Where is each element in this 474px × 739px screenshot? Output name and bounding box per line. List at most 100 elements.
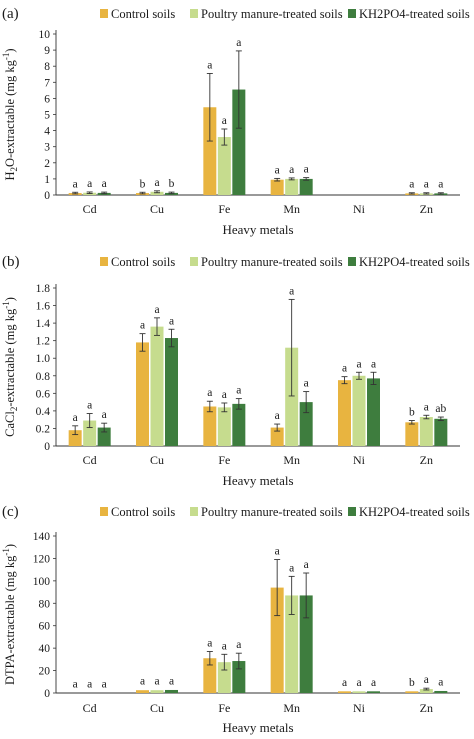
chart-c-sig-letter-cu-3: a [169,675,174,687]
chart-b-sig-letter-fe-3: a [236,385,241,397]
chart-b-legend-entry-3: KH2PO4-treated soils [359,255,470,269]
chart-a-ytick-label-2: 2 [44,158,50,170]
chart-b-sig-letter-mn-2: a [289,285,294,297]
chart-c-sig-letter-zn-3: a [438,677,443,689]
chart-b-bar-fe-1 [203,406,217,446]
chart-b-ytick-label-5: 1.0 [36,353,51,365]
chart-b-ytick-label-0: 0 [44,441,50,453]
chart-b-sig-letter-cu-2: a [154,304,159,316]
chart-a-sig-letter-mn-3: a [304,164,309,176]
chart-c-sig-letter-cu-1: a [140,676,145,688]
chart-c-ytick-label-6: 120 [33,553,51,565]
chart-a-bar-mn-3 [299,178,313,195]
chart-a-bar-cu-2 [150,191,164,195]
chart-b-bar-zn-1 [405,422,419,446]
chart-c-sig-letter-zn-1: b [409,677,415,689]
chart-b-sig-letter-cu-3: a [169,315,174,327]
chart-b-bar-mn-2 [285,347,299,446]
chart-a-bar-fe-2 [217,137,231,195]
chart-c-bar-mn-1 [270,587,284,693]
chart-a-sig-letter-mn-1: a [275,164,280,176]
chart-a-sig-letter-cd-1: a [73,178,78,190]
chart-c-legend-entry-2: Poultry manure-treated soils [201,505,343,519]
chart-c-x-axis-label: Heavy metals [222,720,293,735]
chart-c-bar-zn-3 [434,690,448,693]
chart-panel-b: (b) Control soils Poultry manure-treated s… [0,246,474,492]
chart-c-ytick-label-3: 60 [39,621,51,633]
chart-b-bar-ni-1 [338,380,351,446]
chart-c-sig-letter-ni-2: a [356,677,361,689]
chart-b-ytick-label-6: 1.2 [36,336,51,348]
chart-b-bar-cu-1 [136,342,149,446]
chart-a-category-label-ni: Ni [353,202,366,216]
chart-a-category-label-mn: Mn [283,202,300,216]
chart-b-bar-cd-1 [68,430,82,446]
chart-a-sig-letter-fe-1: a [207,59,212,71]
chart-b-sig-letter-ni-2: a [356,358,361,370]
chart-a-sig-letter-mn-2: a [289,164,294,176]
chart-a-ytick-label-0: 0 [44,190,50,202]
chart-b-legend-entry-2: Poultry manure-treated soils [201,255,343,269]
chart-a-svg: (a) Control soils Poultry manure-treated s… [1,6,470,237]
chart-c-svg: (c) Control soils Poultry manure-treated s… [1,504,470,735]
chart-a-ytick-label-6: 6 [44,93,50,105]
chart-c-sig-letter-cu-2: a [154,676,159,688]
chart-c-category-label-zn: Zn [420,701,433,715]
chart-b-svg: (b) Control soils Poultry manure-treated s… [1,254,470,488]
chart-c-category-label-cd: Cd [83,701,97,715]
chart-c-legend-swatch-1 [100,507,108,516]
chart-c-sig-letter-mn-3: a [304,559,309,571]
chart-c-sig-letter-fe-2: a [222,640,227,652]
chart-c-bar-zn-2 [419,689,433,693]
chart-b-x-axis-label: Heavy metals [222,473,293,488]
chart-b-sig-letter-fe-2: a [222,389,227,401]
chart-b-bar-cu-3 [165,338,178,446]
chart-b-sig-letter-ni-3: a [371,358,376,370]
chart-c-bar-ni-3 [367,691,380,693]
chart-c-sig-letter-zn-2: a [424,674,429,686]
chart-b-sig-letter-cd-1: a [73,412,78,424]
chart-b-category-label-ni: Ni [353,453,366,467]
chart-b-sig-letter-zn-2: a [424,401,429,413]
chart-c-bar-zn-1 [405,691,419,693]
chart-c-category-label-cu: Cu [150,701,164,715]
chart-c-category-label-fe: Fe [218,701,230,715]
chart-a-category-label-fe: Fe [218,202,230,216]
chart-b-sig-letter-zn-1: b [409,407,415,419]
chart-c-sig-letter-cd-2: a [87,679,92,691]
chart-c-panel-label: (c) [2,504,19,520]
chart-c-bar-fe-3 [232,661,246,693]
chart-b-bar-cu-2 [150,326,164,446]
chart-a-ytick-label-9: 9 [44,45,50,57]
chart-c-ytick-label-0: 0 [44,688,50,700]
chart-c-sig-letter-fe-3: a [236,639,241,651]
chart-a-category-label-zn: Zn [420,202,433,216]
chart-a-ytick-label-3: 3 [44,142,50,154]
chart-a-ytick-label-1: 1 [44,174,50,186]
chart-panel-a: (a) Control soils Poultry manure-treated s… [0,0,474,242]
chart-b-bar-zn-2 [419,417,433,446]
chart-b-legend-swatch-3 [348,257,356,266]
chart-c-sig-letter-mn-1: a [275,546,280,558]
chart-a-panel-label: (a) [2,6,19,22]
chart-panel-c: (c) Control soils Poultry manure-treated s… [0,494,474,739]
chart-c-sig-letter-ni-3: a [371,677,376,689]
chart-b-ytick-label-7: 1.4 [36,318,51,330]
chart-a-sig-letter-cu-1: b [140,178,146,190]
chart-b-ytick-label-4: 0.8 [36,371,51,383]
chart-b-bar-cd-2 [83,420,97,446]
chart-c-legend-swatch-2 [190,507,198,516]
chart-b-ytick-label-1: 0.2 [36,423,51,435]
chart-b-y-axis-label: CaCl2-extractable (mg kg-1) [1,297,19,437]
chart-b-bar-fe-3 [232,403,246,446]
chart-c-bar-ni-1 [338,691,351,693]
chart-a-sig-letter-cu-2: a [154,177,159,189]
chart-a-x-axis-label: Heavy metals [222,222,293,237]
chart-c-bar-mn-2 [285,595,299,693]
chart-c-sig-letter-cd-1: a [73,679,78,691]
chart-c-ytick-label-4: 80 [39,598,51,610]
chart-c-legend-swatch-3 [348,507,356,516]
chart-a-ytick-label-7: 7 [44,77,50,89]
chart-a-bar-mn-2 [285,178,299,195]
chart-b-sig-letter-cu-1: a [140,320,145,332]
